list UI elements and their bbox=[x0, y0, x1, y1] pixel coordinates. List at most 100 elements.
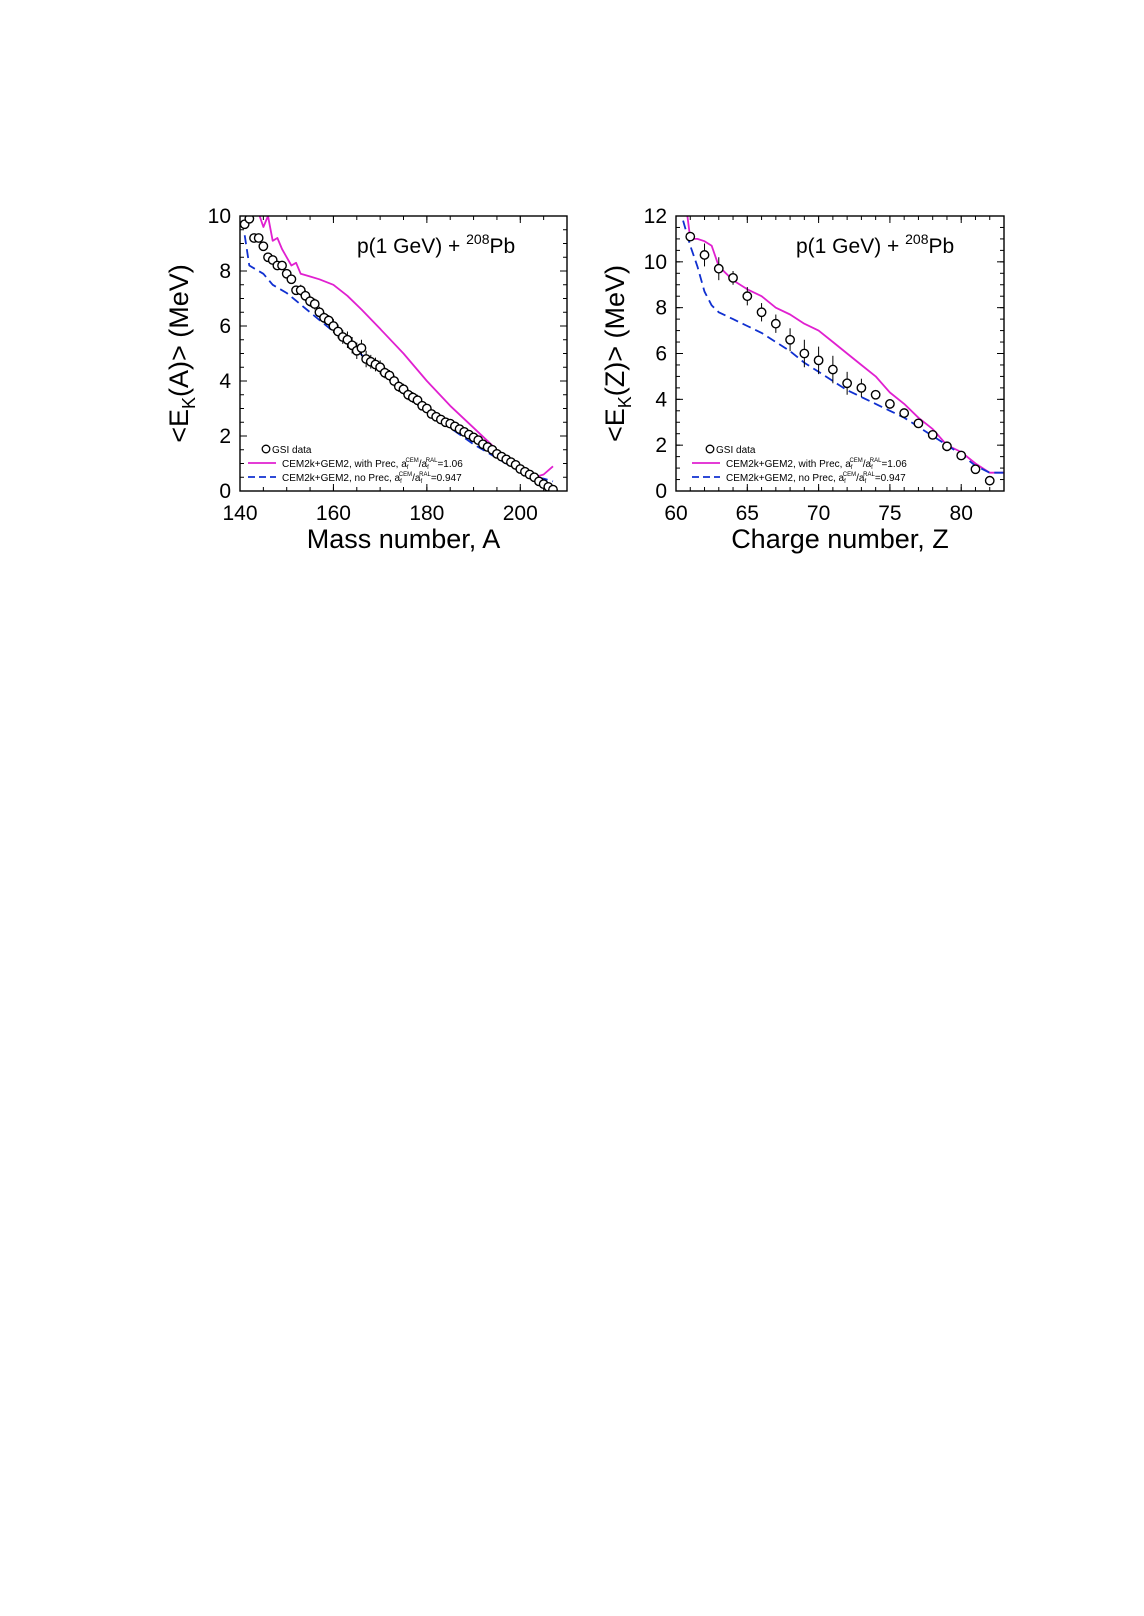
x-tick-label: 180 bbox=[409, 502, 444, 525]
legend-text: =0.947 bbox=[875, 473, 906, 484]
annotation-prefix: p(1 GeV) + bbox=[796, 235, 905, 258]
legend-superscript: RAL bbox=[870, 458, 882, 464]
y-label-suffix: (Z)> (MeV) bbox=[600, 265, 630, 396]
legend-text: =0.947 bbox=[431, 473, 462, 484]
data-point bbox=[253, 233, 264, 243]
x-tick-label: 140 bbox=[222, 502, 257, 525]
reaction-annotation: p(1 GeV) + 208Pb bbox=[796, 231, 954, 258]
legend-text: /a bbox=[856, 473, 865, 484]
legend-label-data: GSI data bbox=[272, 445, 312, 456]
legend-superscript: CEM bbox=[849, 458, 862, 464]
legend-text: =1.06 bbox=[881, 459, 907, 470]
y-axis-label: <EK(A)> (MeV) bbox=[164, 264, 199, 443]
data-points bbox=[240, 216, 558, 491]
annotation-prefix: p(1 GeV) + bbox=[357, 235, 466, 258]
legend-superscript: CEM bbox=[405, 458, 418, 464]
data-point bbox=[970, 464, 981, 475]
data-points bbox=[685, 231, 995, 486]
legend-subscript: f bbox=[427, 465, 429, 471]
legend-subscript: f bbox=[844, 479, 846, 485]
x-tick-label: 160 bbox=[316, 502, 351, 525]
y-tick-label: 2 bbox=[655, 434, 667, 457]
data-point bbox=[927, 429, 938, 440]
legend-text: CEM2k+GEM2, no Prec, a bbox=[282, 473, 401, 484]
data-point bbox=[785, 334, 795, 345]
data-point bbox=[286, 274, 297, 285]
y-tick-label: 10 bbox=[644, 251, 667, 274]
data-point bbox=[885, 399, 895, 409]
data-point bbox=[770, 318, 781, 329]
plot-area bbox=[682, 216, 1004, 486]
legend-subscript: f bbox=[400, 479, 402, 485]
annotation-suffix: Pb bbox=[929, 235, 955, 258]
x-tick-label: 80 bbox=[950, 502, 973, 525]
data-point bbox=[913, 418, 924, 429]
data-point bbox=[258, 241, 269, 252]
legend-subscript: f bbox=[407, 465, 409, 471]
data-point bbox=[756, 307, 767, 318]
data-point bbox=[942, 441, 952, 452]
legend-text: /a bbox=[863, 459, 872, 470]
legend-subscript: f bbox=[864, 479, 866, 485]
legend-superscript: RAL bbox=[426, 458, 438, 464]
legend-text: CEM2k+GEM2, with Prec, a bbox=[726, 459, 851, 470]
data-point bbox=[277, 260, 287, 271]
legend-label-with-prec: CEM2k+GEM2, with Prec, afCEM/afRAL=1.06 bbox=[282, 458, 463, 471]
legend-label-no-prec: CEM2k+GEM2, no Prec, afCEM/afRAL=0.947 bbox=[282, 472, 462, 485]
data-point bbox=[842, 378, 853, 389]
y-label-subscript: K bbox=[179, 397, 199, 409]
series-line-no-prec bbox=[682, 220, 1004, 474]
data-point bbox=[813, 355, 824, 366]
x-tick-label: 70 bbox=[807, 502, 830, 525]
annotation-superscript: 208 bbox=[466, 231, 490, 247]
data-point bbox=[713, 263, 724, 274]
y-tick-label: 10 bbox=[208, 205, 231, 228]
data-point bbox=[685, 231, 696, 242]
y-tick-label: 6 bbox=[655, 343, 667, 366]
annotation-suffix: Pb bbox=[490, 235, 516, 258]
legend-superscript: CEM bbox=[399, 472, 412, 478]
y-label-subscript: K bbox=[615, 396, 635, 408]
data-point bbox=[956, 450, 967, 461]
x-tick-label: 60 bbox=[664, 502, 687, 525]
data-point bbox=[984, 475, 995, 486]
y-tick-label: 8 bbox=[219, 260, 231, 283]
plot-area bbox=[240, 216, 558, 491]
plot-frame bbox=[239, 215, 568, 492]
data-point bbox=[356, 343, 367, 353]
legend-superscript: RAL bbox=[419, 472, 431, 478]
legend-text: =1.06 bbox=[437, 459, 463, 470]
annotation-superscript: 208 bbox=[905, 231, 929, 247]
legend-subscript: f bbox=[851, 465, 853, 471]
legend-text: CEM2k+GEM2, with Prec, a bbox=[282, 459, 407, 470]
data-point bbox=[856, 382, 867, 393]
legend-text: /a bbox=[419, 459, 428, 470]
legend-label-data: GSI data bbox=[716, 445, 756, 456]
data-point bbox=[827, 364, 838, 375]
legend-text: /a bbox=[412, 473, 421, 484]
x-tick-label: 65 bbox=[736, 502, 759, 525]
chart-mass-number: 140 160 180 200 0 2 4 6 8 10 p(1 GeV) + 208Pb Mass … bbox=[164, 205, 568, 554]
y-tick-label: 4 bbox=[219, 370, 231, 393]
legend-subscript: f bbox=[871, 465, 873, 471]
legend-symbol-data bbox=[261, 444, 271, 454]
y-tick-label: 2 bbox=[219, 425, 231, 448]
data-point bbox=[548, 484, 558, 491]
data-point bbox=[870, 389, 881, 400]
legend-superscript: CEM bbox=[843, 472, 856, 478]
legend-subscript: f bbox=[420, 479, 422, 485]
x-axis-label: Mass number, A bbox=[307, 524, 501, 554]
y-label-prefix: <E bbox=[164, 409, 194, 443]
legend-symbol-data bbox=[705, 444, 715, 454]
y-axis-label: <EK(Z)> (MeV) bbox=[600, 265, 635, 442]
data-point bbox=[899, 408, 910, 418]
y-tick-label: 12 bbox=[644, 205, 667, 228]
legend-label-no-prec: CEM2k+GEM2, no Prec, afCEM/afRAL=0.947 bbox=[726, 472, 906, 485]
y-tick-label: 8 bbox=[655, 297, 667, 320]
ticks: 60 65 70 75 80 0 2 4 6 8 10 12 bbox=[644, 205, 1005, 525]
plot-frame bbox=[675, 215, 1005, 492]
data-point bbox=[699, 250, 710, 260]
